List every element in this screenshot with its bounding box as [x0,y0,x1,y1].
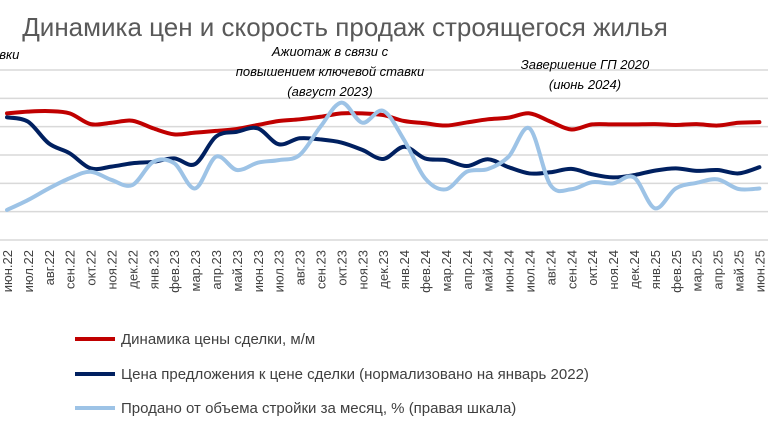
x-tick-label: ноя.23 [355,250,370,290]
x-tick-label: июн.24 [502,250,517,292]
x-tick-label: май.23 [230,250,245,292]
x-tick-label: янв.25 [648,250,663,289]
x-tick-label: окт.22 [84,250,99,286]
series-line-0 [5,109,762,137]
x-tick-label: мар.23 [188,250,203,291]
x-tick-label: апр.24 [460,250,475,290]
annotation-hype-line2: повышением ключевой ставки [235,64,425,79]
x-tick-label: апр.23 [209,250,224,290]
chart-title: Динамика цен и скорость продаж строящего… [22,12,668,42]
series-line-1 [5,115,762,180]
x-tick-label: фев.24 [418,250,433,293]
x-tick-label: май.25 [732,250,747,292]
annotation-left-cut: авки [0,47,20,62]
x-tick-label: июн.23 [251,250,266,292]
x-tick-label: сен.22 [63,250,78,289]
x-tick-label: июн.25 [752,250,767,292]
x-tick-label: авг.23 [293,250,308,285]
annotation-gp-line2: (июнь 2024) [548,77,622,92]
x-tick-label: ноя.22 [105,250,120,290]
x-tick-label: сен.24 [564,250,579,289]
x-tick-label: янв.24 [397,250,412,289]
x-tick-label: май.24 [481,250,496,292]
x-tick-label: дек.23 [376,250,391,289]
x-tick-label: июл.23 [272,250,287,292]
x-tick-label: фев.23 [167,250,182,293]
x-tick-label: фев.25 [669,250,684,293]
annotation-hype-line3: (август 2023) [287,84,373,99]
x-tick-label: июн.22 [0,250,15,292]
x-tick-label: мар.24 [439,250,454,291]
x-tick-label: апр.25 [711,250,726,290]
x-tick-label: окт.24 [585,250,600,286]
x-tick-label: ноя.24 [606,250,621,290]
annotation-hype: Ажиотаж в связи с повышением ключевой ст… [210,42,450,102]
x-tick-label: авг.22 [42,250,57,285]
annotation-gp: Завершение ГП 2020 (июнь 2024) [500,55,670,95]
series-line-2 [5,100,762,212]
annotation-gp-line1: Завершение ГП 2020 [520,57,650,72]
x-tick-label: дек.22 [125,250,140,289]
x-tick-label: июл.24 [523,250,538,292]
legend-label: Динамика цены сделки, м/м [121,331,315,348]
x-tick-label: июл.22 [21,250,36,292]
x-tick-label: окт.23 [334,250,349,286]
annotation-hype-line1: Ажиотаж в связи с [271,44,389,59]
x-tick-label: дек.24 [627,250,642,289]
x-tick-label: сен.23 [314,250,329,289]
legend-label: Продано от объема стройки за месяц, % (п… [121,400,516,417]
x-tick-label: авг.24 [543,250,558,285]
legend-label: Цена предложения к цене сделки (нормализ… [121,366,589,383]
x-tick-label: мар.25 [690,250,705,291]
x-tick-label: янв.23 [146,250,161,289]
